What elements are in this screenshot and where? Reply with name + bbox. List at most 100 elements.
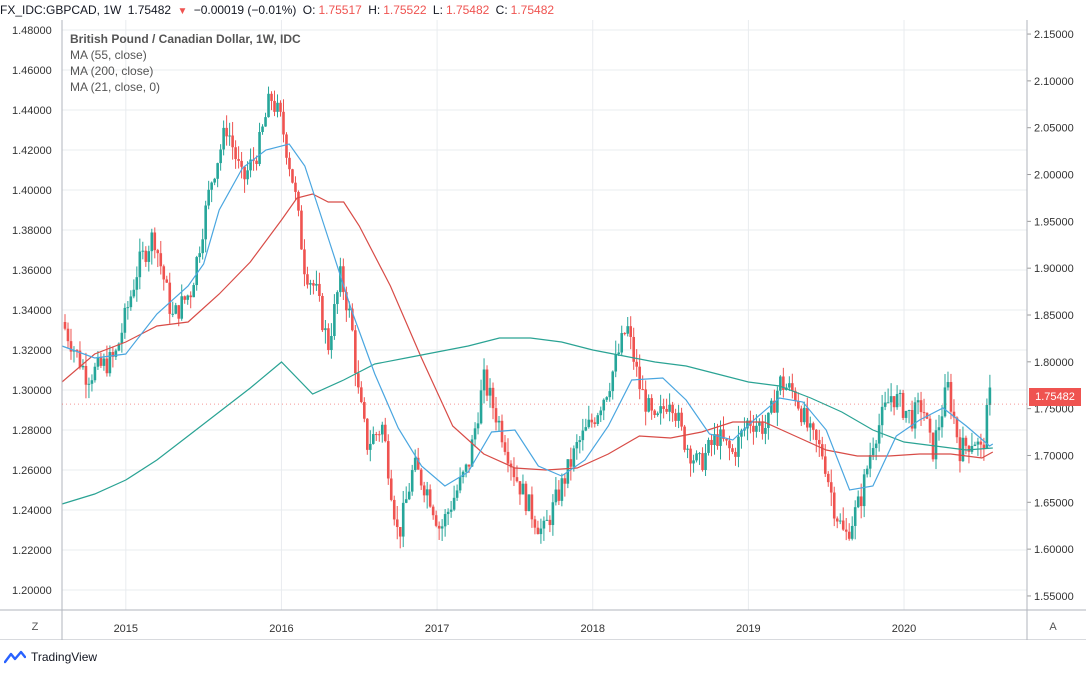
candle-body bbox=[363, 402, 366, 419]
candle-body bbox=[773, 400, 776, 413]
right-tick-label: 1.60000 bbox=[1034, 544, 1074, 556]
legend-ma55[interactable]: MA (55, close) bbox=[70, 48, 147, 62]
candle-body bbox=[437, 525, 441, 529]
candle-body bbox=[120, 332, 124, 344]
left-tick-label: 1.42000 bbox=[12, 145, 52, 157]
price-chart[interactable]: 1.20000 1.22000 1.24000 1.26000 1.28000 1.300… bbox=[0, 20, 1086, 640]
candle-body bbox=[973, 444, 977, 447]
candle-body bbox=[324, 328, 327, 331]
candle-body bbox=[285, 134, 288, 158]
candle-body bbox=[551, 502, 555, 526]
candle-body bbox=[892, 396, 896, 408]
candle-body bbox=[907, 410, 911, 412]
candle-body bbox=[874, 443, 878, 449]
brand-text: TradingView bbox=[31, 650, 98, 664]
candle-body bbox=[449, 509, 453, 512]
candle-body bbox=[758, 421, 761, 426]
candle-body bbox=[87, 383, 91, 385]
candle-body bbox=[886, 402, 890, 404]
candle-body bbox=[617, 352, 621, 354]
candle-body bbox=[300, 210, 303, 250]
candle-body bbox=[895, 394, 899, 408]
candle-body bbox=[425, 489, 429, 496]
candle-body bbox=[321, 295, 324, 331]
candle-body bbox=[584, 427, 588, 431]
candle-body bbox=[455, 490, 459, 498]
candle-body bbox=[940, 416, 944, 428]
candle-body bbox=[473, 428, 477, 440]
candle-body bbox=[794, 390, 797, 402]
candle-body bbox=[476, 423, 480, 429]
left-tick-label: 1.46000 bbox=[12, 65, 52, 77]
right-tick-label: 2.15000 bbox=[1034, 29, 1074, 41]
candle-body bbox=[910, 410, 914, 429]
candle-body bbox=[653, 410, 656, 416]
candle-body bbox=[853, 507, 857, 526]
candle-body bbox=[862, 474, 866, 507]
candle-body bbox=[680, 412, 683, 427]
candle-body bbox=[937, 427, 941, 431]
candle-body bbox=[979, 441, 983, 445]
candle-body bbox=[189, 295, 193, 298]
candle-body bbox=[360, 387, 363, 403]
candle-body bbox=[545, 519, 549, 521]
right-tick-label: 1.75000 bbox=[1034, 404, 1074, 416]
candle-body bbox=[614, 353, 618, 372]
candle-body bbox=[650, 398, 653, 411]
candle-body bbox=[731, 448, 734, 452]
ma200-line bbox=[61, 337, 993, 505]
candle-body bbox=[386, 441, 390, 479]
candle-body bbox=[949, 382, 953, 412]
x-tick-label: 2020 bbox=[892, 623, 916, 635]
candle-body bbox=[761, 421, 764, 434]
candle-body bbox=[521, 483, 525, 495]
high-value: 1.75522 bbox=[383, 3, 427, 17]
candle-body bbox=[755, 425, 758, 432]
candle-body bbox=[177, 305, 181, 319]
candle-body bbox=[398, 527, 402, 537]
timezone-z-button[interactable]: Z bbox=[31, 621, 39, 633]
x-tick-label: 2017 bbox=[425, 623, 449, 635]
candle-body bbox=[318, 283, 321, 296]
left-tick-label: 1.26000 bbox=[12, 465, 52, 477]
candle-body bbox=[515, 477, 519, 482]
candle-body bbox=[820, 444, 824, 457]
candle-body bbox=[946, 382, 950, 388]
candle-body bbox=[608, 391, 612, 398]
candle-body bbox=[865, 468, 869, 475]
candle-body bbox=[542, 520, 546, 529]
legend-ma21[interactable]: MA (21, close, 0) bbox=[70, 80, 161, 94]
legend-ma200[interactable]: MA (200, close) bbox=[70, 64, 154, 78]
candle-body bbox=[800, 408, 803, 423]
candle-body bbox=[117, 343, 121, 351]
candle-body bbox=[497, 420, 501, 423]
candle-body bbox=[868, 455, 872, 469]
candle-body bbox=[267, 93, 270, 118]
candle-body bbox=[665, 408, 668, 412]
candle-body bbox=[114, 350, 118, 357]
candle-body bbox=[66, 328, 70, 342]
candle-body bbox=[348, 308, 351, 311]
candle-body bbox=[952, 411, 956, 418]
candle-body bbox=[180, 296, 184, 319]
candle-body bbox=[904, 410, 908, 418]
candle-body bbox=[506, 451, 510, 464]
candle-body bbox=[788, 383, 791, 388]
candle-body bbox=[294, 182, 297, 192]
candle-body bbox=[63, 322, 67, 329]
auto-scale-button[interactable]: A bbox=[1049, 621, 1057, 633]
tradingview-brand[interactable]: TradingView bbox=[4, 650, 97, 664]
candle-body bbox=[698, 453, 701, 455]
right-tick-label: 2.05000 bbox=[1034, 123, 1074, 135]
candle-body bbox=[105, 358, 109, 374]
symbol-label[interactable]: FX_IDC:GBPCAD, 1W bbox=[0, 3, 122, 17]
candle-body bbox=[832, 492, 836, 519]
candle-body bbox=[84, 365, 88, 385]
candle-body bbox=[485, 369, 489, 396]
candle-body bbox=[243, 166, 246, 180]
right-tick-label: 2.10000 bbox=[1034, 76, 1074, 88]
left-tick-label: 1.38000 bbox=[12, 225, 52, 237]
candle-body bbox=[413, 457, 417, 471]
candle-body bbox=[632, 336, 635, 362]
candle-body bbox=[452, 497, 456, 510]
